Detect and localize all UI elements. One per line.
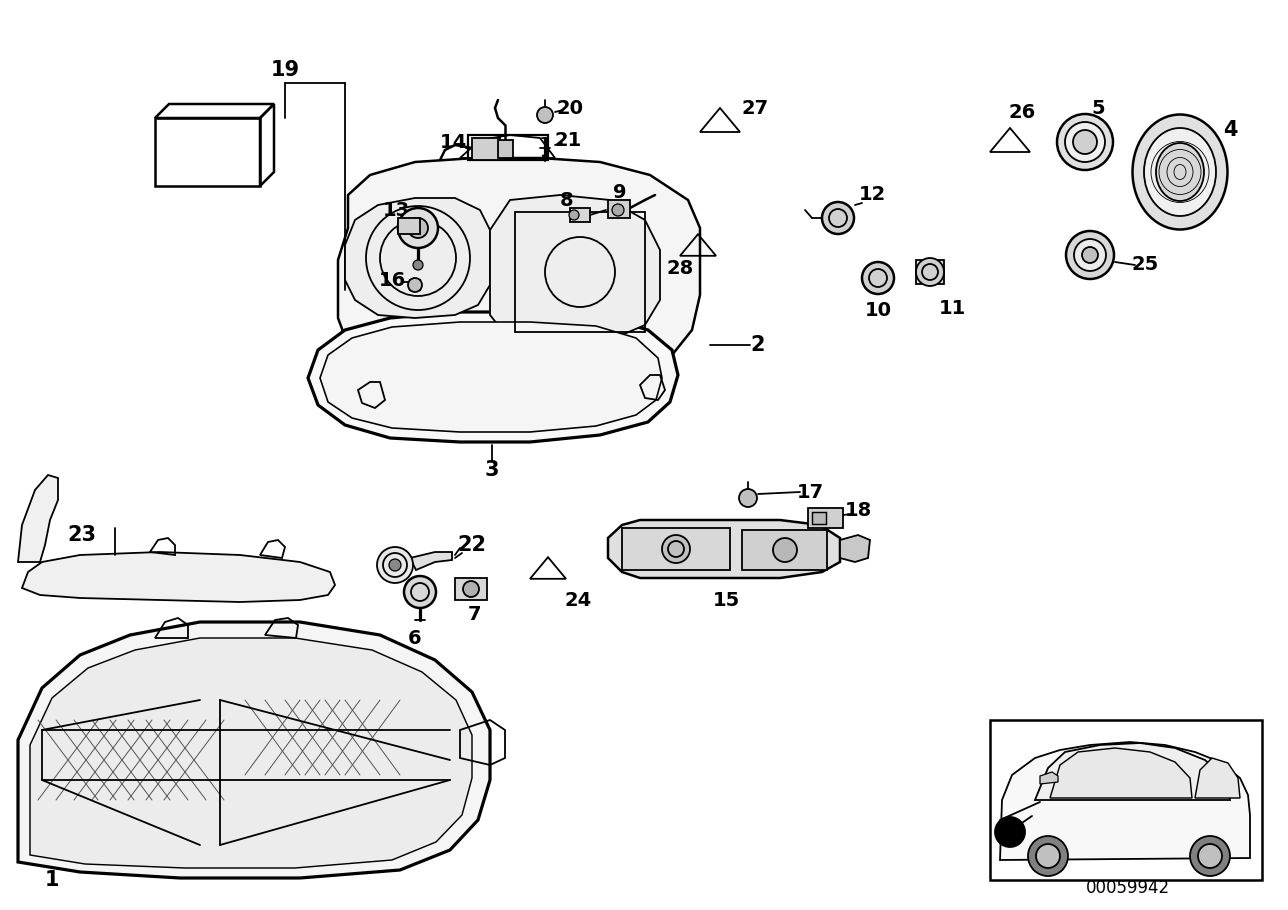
Circle shape [739, 489, 757, 507]
Circle shape [1057, 114, 1113, 170]
Text: 14: 14 [439, 133, 466, 151]
Circle shape [377, 547, 413, 583]
Bar [742, 530, 827, 570]
Polygon shape [18, 622, 489, 878]
Bar [990, 720, 1262, 880]
Bar [515, 212, 645, 332]
Ellipse shape [1157, 143, 1204, 201]
Circle shape [408, 278, 422, 292]
Text: 11: 11 [939, 298, 966, 318]
Bar [155, 118, 260, 186]
Text: 26: 26 [1009, 103, 1036, 122]
Circle shape [569, 210, 580, 220]
Text: 2: 2 [751, 335, 765, 355]
Polygon shape [1050, 748, 1191, 798]
Circle shape [1073, 130, 1097, 154]
Text: 21: 21 [554, 130, 582, 149]
Text: 22: 22 [457, 535, 487, 555]
Circle shape [1065, 122, 1105, 162]
Circle shape [662, 535, 690, 563]
Text: 19: 19 [270, 60, 300, 80]
Polygon shape [30, 638, 471, 868]
Bar [498, 140, 513, 158]
Text: 10: 10 [864, 300, 891, 319]
Circle shape [404, 576, 437, 608]
Bar [916, 260, 944, 284]
Circle shape [408, 218, 428, 238]
Polygon shape [18, 475, 58, 562]
Bar [455, 578, 487, 600]
Text: 3: 3 [484, 460, 500, 480]
Text: 4: 4 [1222, 120, 1238, 140]
Circle shape [822, 202, 854, 234]
Polygon shape [999, 742, 1249, 860]
Polygon shape [410, 552, 452, 570]
Polygon shape [22, 552, 335, 602]
Text: 23: 23 [67, 525, 97, 545]
Text: 6: 6 [408, 629, 421, 648]
Polygon shape [608, 520, 840, 578]
Polygon shape [1195, 758, 1240, 798]
Ellipse shape [1144, 128, 1216, 216]
Text: 17: 17 [796, 482, 823, 501]
Polygon shape [489, 195, 659, 345]
Circle shape [612, 204, 623, 216]
Circle shape [1198, 844, 1222, 868]
Text: 18: 18 [845, 501, 872, 520]
Circle shape [1082, 247, 1097, 263]
Circle shape [1028, 836, 1068, 876]
Circle shape [1036, 844, 1060, 868]
Bar [608, 200, 630, 218]
Polygon shape [840, 535, 869, 562]
Text: 12: 12 [858, 186, 886, 205]
Text: 25: 25 [1131, 256, 1159, 275]
Text: 1: 1 [45, 870, 59, 890]
Polygon shape [1039, 772, 1057, 784]
Text: 7: 7 [469, 605, 482, 624]
Polygon shape [308, 312, 677, 442]
Circle shape [773, 538, 797, 562]
Text: 27: 27 [742, 98, 769, 117]
Text: 13: 13 [383, 200, 410, 219]
Circle shape [537, 107, 553, 123]
Circle shape [996, 817, 1025, 847]
Circle shape [916, 258, 944, 286]
Bar [622, 528, 730, 570]
Circle shape [398, 208, 438, 248]
Bar [398, 218, 420, 234]
Circle shape [1066, 231, 1114, 279]
Bar [808, 508, 844, 528]
Circle shape [389, 559, 401, 571]
Polygon shape [319, 322, 662, 432]
Text: 00059942: 00059942 [1086, 879, 1170, 897]
Text: 28: 28 [666, 258, 694, 278]
Circle shape [413, 260, 422, 270]
Bar [811, 512, 826, 524]
Bar [471, 138, 500, 160]
Circle shape [1190, 836, 1230, 876]
Text: 9: 9 [613, 183, 627, 201]
Polygon shape [337, 158, 699, 388]
Bar [571, 208, 590, 222]
Circle shape [1074, 239, 1106, 271]
Ellipse shape [1132, 115, 1227, 229]
Circle shape [462, 581, 479, 597]
Text: 8: 8 [560, 190, 574, 209]
Text: 24: 24 [564, 591, 591, 610]
Polygon shape [345, 198, 489, 318]
Text: 20: 20 [556, 98, 583, 117]
Polygon shape [542, 155, 547, 162]
Text: 16: 16 [379, 270, 406, 289]
Text: 15: 15 [712, 591, 739, 610]
Polygon shape [1036, 743, 1230, 800]
Circle shape [862, 262, 894, 294]
Text: 5: 5 [1091, 98, 1105, 117]
Bar [468, 135, 547, 160]
